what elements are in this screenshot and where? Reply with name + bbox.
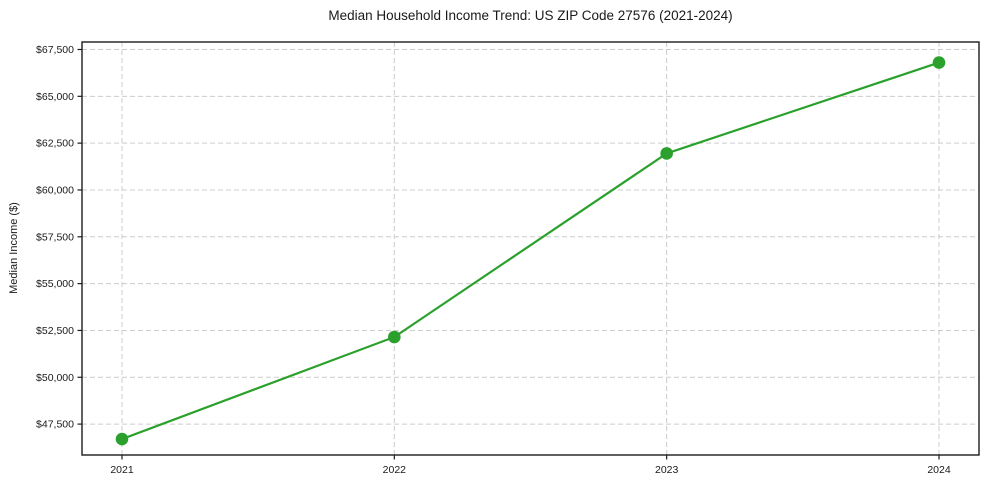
y-tick-label: $52,500 [36, 325, 74, 337]
data-point-2022 [388, 330, 401, 344]
x-tick-label: 2021 [110, 464, 134, 476]
y-tick-label: $60,000 [36, 184, 74, 196]
y-tick-label: $67,500 [36, 44, 74, 56]
data-point-2023 [660, 147, 673, 160]
chart-title: Median Household Income Trend: US ZIP Co… [328, 8, 733, 23]
y-tick-label: $50,000 [36, 372, 74, 384]
y-tick-label: $55,000 [36, 278, 74, 290]
data-point-2021 [115, 432, 129, 446]
x-tick-label: 2022 [383, 464, 407, 476]
plot-border [81, 41, 980, 456]
y-tick-label: $62,500 [36, 138, 74, 150]
y-tick-label: $57,500 [36, 231, 74, 243]
x-tick-label: 2024 [927, 464, 951, 476]
data-point-2024 [932, 56, 946, 69]
x-tick-label: 2023 [655, 464, 679, 476]
y-tick-label: $65,000 [36, 91, 74, 103]
y-tick-label: $47,500 [36, 419, 74, 431]
trend-line [120, 61, 941, 441]
